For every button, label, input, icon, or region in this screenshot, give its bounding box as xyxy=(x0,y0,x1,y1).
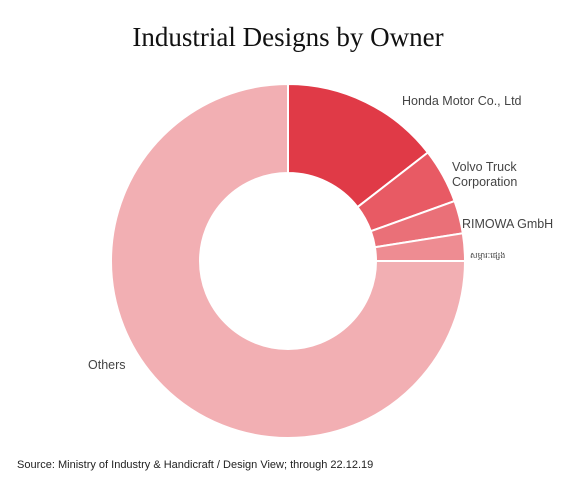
source-note: Source: Ministry of Industry & Handicraf… xyxy=(17,459,374,471)
slice-5 xyxy=(110,82,467,439)
slice-label-2: Volvo Truck Corporation xyxy=(452,160,517,189)
slice-label-4: សម្ភារៈផ្សេង xyxy=(470,251,505,260)
slice-label-5: Others xyxy=(88,358,126,372)
chart-title: Industrial Designs by Owner xyxy=(132,22,444,52)
slice-label-1: Honda Motor Co., Ltd xyxy=(402,94,522,108)
slice-label-3: RIMOWA GmbH xyxy=(462,217,553,231)
